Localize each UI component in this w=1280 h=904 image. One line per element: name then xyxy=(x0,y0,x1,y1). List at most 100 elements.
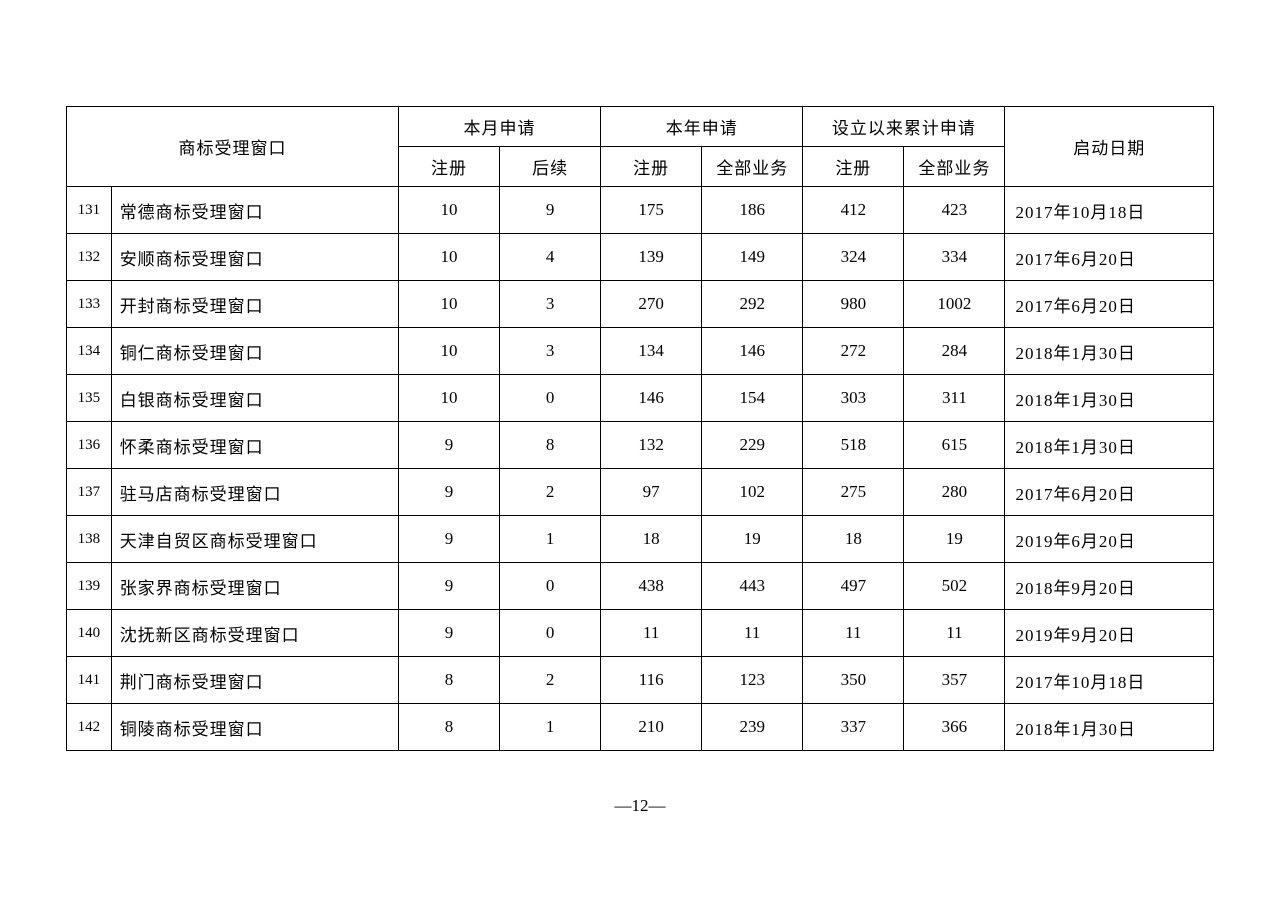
header-month: 本月申请 xyxy=(398,107,600,147)
cell-total-reg: 303 xyxy=(803,375,904,422)
cell-year-all: 146 xyxy=(702,328,803,375)
cell-index: 139 xyxy=(67,563,112,610)
table-body: 131 常德商标受理窗口 10 9 175 186 412 423 2017年1… xyxy=(67,187,1214,751)
table-row: 141 荆门商标受理窗口 8 2 116 123 350 357 2017年10… xyxy=(67,657,1214,704)
header-name: 商标受理窗口 xyxy=(67,107,399,187)
header-month-followup: 后续 xyxy=(500,147,601,187)
cell-year-reg: 175 xyxy=(601,187,702,234)
cell-window-name: 铜仁商标受理窗口 xyxy=(111,328,398,375)
cell-total-all: 311 xyxy=(904,375,1005,422)
cell-month-followup: 3 xyxy=(500,328,601,375)
cell-start-date: 2017年6月20日 xyxy=(1005,234,1214,281)
header-year-reg: 注册 xyxy=(601,147,702,187)
cell-month-followup: 0 xyxy=(500,563,601,610)
cell-total-reg: 18 xyxy=(803,516,904,563)
cell-start-date: 2017年10月18日 xyxy=(1005,187,1214,234)
cell-start-date: 2018年1月30日 xyxy=(1005,704,1214,751)
cell-month-reg: 10 xyxy=(398,328,499,375)
cell-month-reg: 9 xyxy=(398,563,499,610)
cell-total-reg: 337 xyxy=(803,704,904,751)
cell-index: 134 xyxy=(67,328,112,375)
cell-month-reg: 10 xyxy=(398,187,499,234)
table-row: 139 张家界商标受理窗口 9 0 438 443 497 502 2018年9… xyxy=(67,563,1214,610)
cell-year-all: 19 xyxy=(702,516,803,563)
cell-start-date: 2017年10月18日 xyxy=(1005,657,1214,704)
cell-year-all: 292 xyxy=(702,281,803,328)
table-row: 136 怀柔商标受理窗口 9 8 132 229 518 615 2018年1月… xyxy=(67,422,1214,469)
header-year-all: 全部业务 xyxy=(702,147,803,187)
cell-month-followup: 0 xyxy=(500,375,601,422)
header-year: 本年申请 xyxy=(601,107,803,147)
table-row: 135 白银商标受理窗口 10 0 146 154 303 311 2018年1… xyxy=(67,375,1214,422)
cell-year-reg: 438 xyxy=(601,563,702,610)
cell-year-all: 102 xyxy=(702,469,803,516)
cell-month-followup: 0 xyxy=(500,610,601,657)
cell-month-followup: 2 xyxy=(500,469,601,516)
cell-month-followup: 1 xyxy=(500,516,601,563)
cell-total-all: 502 xyxy=(904,563,1005,610)
cell-year-all: 154 xyxy=(702,375,803,422)
cell-year-reg: 11 xyxy=(601,610,702,657)
cell-month-reg: 10 xyxy=(398,281,499,328)
cell-month-reg: 9 xyxy=(398,610,499,657)
cell-index: 135 xyxy=(67,375,112,422)
table-row: 132 安顺商标受理窗口 10 4 139 149 324 334 2017年6… xyxy=(67,234,1214,281)
cell-total-all: 366 xyxy=(904,704,1005,751)
cell-year-all: 11 xyxy=(702,610,803,657)
cell-window-name: 张家界商标受理窗口 xyxy=(111,563,398,610)
cell-window-name: 荆门商标受理窗口 xyxy=(111,657,398,704)
cell-month-followup: 3 xyxy=(500,281,601,328)
header-month-reg: 注册 xyxy=(398,147,499,187)
cell-month-followup: 4 xyxy=(500,234,601,281)
cell-window-name: 常德商标受理窗口 xyxy=(111,187,398,234)
header-total-all: 全部业务 xyxy=(904,147,1005,187)
cell-window-name: 铜陵商标受理窗口 xyxy=(111,704,398,751)
cell-start-date: 2018年9月20日 xyxy=(1005,563,1214,610)
cell-total-reg: 980 xyxy=(803,281,904,328)
cell-total-all: 423 xyxy=(904,187,1005,234)
cell-month-reg: 9 xyxy=(398,469,499,516)
table-row: 131 常德商标受理窗口 10 9 175 186 412 423 2017年1… xyxy=(67,187,1214,234)
trademark-table: 商标受理窗口 本月申请 本年申请 设立以来累计申请 启动日期 注册 后续 注册 … xyxy=(66,106,1214,751)
cell-index: 133 xyxy=(67,281,112,328)
cell-month-reg: 10 xyxy=(398,234,499,281)
cell-year-all: 443 xyxy=(702,563,803,610)
cell-month-reg: 8 xyxy=(398,657,499,704)
cell-year-all: 186 xyxy=(702,187,803,234)
cell-total-all: 357 xyxy=(904,657,1005,704)
cell-index: 137 xyxy=(67,469,112,516)
header-date: 启动日期 xyxy=(1005,107,1214,187)
cell-year-all: 229 xyxy=(702,422,803,469)
cell-year-reg: 210 xyxy=(601,704,702,751)
cell-month-reg: 10 xyxy=(398,375,499,422)
cell-year-reg: 116 xyxy=(601,657,702,704)
cell-year-all: 123 xyxy=(702,657,803,704)
cell-window-name: 开封商标受理窗口 xyxy=(111,281,398,328)
cell-year-reg: 97 xyxy=(601,469,702,516)
cell-year-all: 149 xyxy=(702,234,803,281)
cell-total-all: 11 xyxy=(904,610,1005,657)
cell-year-reg: 270 xyxy=(601,281,702,328)
header-total: 设立以来累计申请 xyxy=(803,107,1005,147)
cell-year-reg: 18 xyxy=(601,516,702,563)
cell-window-name: 沈抚新区商标受理窗口 xyxy=(111,610,398,657)
cell-total-all: 334 xyxy=(904,234,1005,281)
cell-year-reg: 134 xyxy=(601,328,702,375)
header-row-1: 商标受理窗口 本月申请 本年申请 设立以来累计申请 启动日期 xyxy=(67,107,1214,147)
table-row: 133 开封商标受理窗口 10 3 270 292 980 1002 2017年… xyxy=(67,281,1214,328)
cell-total-all: 19 xyxy=(904,516,1005,563)
header-total-reg: 注册 xyxy=(803,147,904,187)
cell-start-date: 2017年6月20日 xyxy=(1005,281,1214,328)
page-number: —12— xyxy=(0,796,1280,816)
table-row: 137 驻马店商标受理窗口 9 2 97 102 275 280 2017年6月… xyxy=(67,469,1214,516)
table-row: 138 天津自贸区商标受理窗口 9 1 18 19 18 19 2019年6月2… xyxy=(67,516,1214,563)
cell-start-date: 2017年6月20日 xyxy=(1005,469,1214,516)
table-row: 134 铜仁商标受理窗口 10 3 134 146 272 284 2018年1… xyxy=(67,328,1214,375)
cell-total-all: 284 xyxy=(904,328,1005,375)
cell-year-reg: 132 xyxy=(601,422,702,469)
cell-total-reg: 412 xyxy=(803,187,904,234)
cell-month-followup: 2 xyxy=(500,657,601,704)
cell-start-date: 2018年1月30日 xyxy=(1005,375,1214,422)
cell-index: 138 xyxy=(67,516,112,563)
cell-month-followup: 1 xyxy=(500,704,601,751)
